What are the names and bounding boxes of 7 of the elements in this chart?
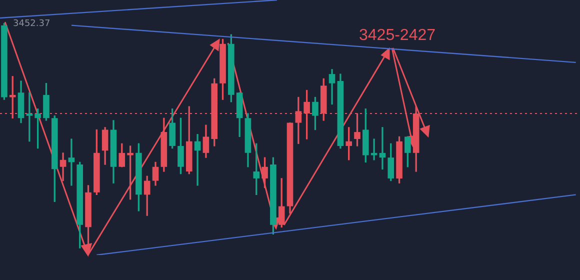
candlestick bbox=[60, 152, 66, 182]
annotation: 3452.37 bbox=[12, 19, 52, 29]
candlestick bbox=[194, 134, 201, 186]
candlestick bbox=[379, 127, 386, 170]
candlestick bbox=[68, 138, 75, 186]
annotation: 3425-2427 bbox=[359, 27, 436, 45]
candlestick bbox=[26, 92, 33, 142]
